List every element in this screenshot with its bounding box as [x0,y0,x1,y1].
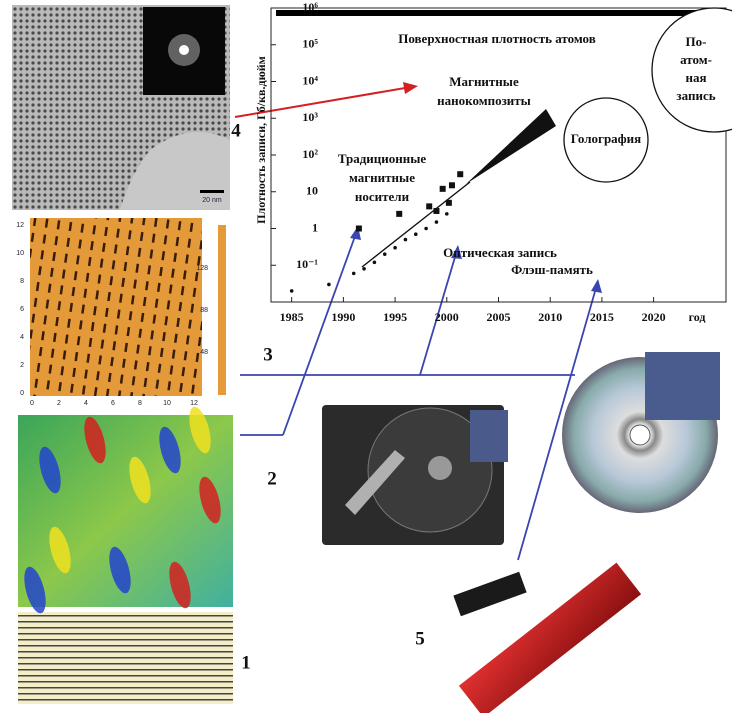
hdd-spindle [428,456,452,480]
point-dot [393,246,397,250]
afm-y-label: 8 [20,278,24,285]
y-tick-label: 1 [312,220,318,234]
y-tick-label: 10⁵ [302,37,318,51]
y-tick-label: 10⁴ [302,73,318,87]
afm-y-label: 10 [16,250,24,257]
annotation: нанокомпозиты [437,93,531,108]
point-square [449,182,455,188]
annotation: Оптическая запись [443,245,557,260]
point-dot [352,272,356,276]
point-square [433,208,439,214]
annotation: Магнитные [449,74,519,89]
annotation: носители [355,189,410,204]
stripe-pattern [18,612,233,704]
point-dot [404,238,408,242]
afm-y-label: 0 [20,390,24,397]
annotation: Флэш-память [511,262,593,277]
y-tick-label: 10⁻¹ [296,257,318,271]
point-square [446,200,452,206]
afm-colorbar-label: 88 [200,307,208,314]
panel-number: 3 [263,344,273,365]
point-dot [424,227,428,231]
afm-y-label: 6 [20,306,24,313]
afm-colorbar-label: 48 [200,349,208,356]
afm-y-label: 12 [16,222,24,229]
point-dot [362,267,366,271]
point-dot [445,212,449,216]
scale-bar [200,190,224,193]
annotation: Поверхностная плотность атомов [398,31,596,46]
point-dot [383,252,387,256]
x-tick-label: 1985 [280,310,304,324]
panel-number: 4 [231,120,241,141]
x-tick-label: 2015 [590,310,614,324]
x-tick-label: 2000 [435,310,459,324]
x-tick-label: 2005 [487,310,511,324]
y-axis-label: Плотность записи, Гб/кв.дюйм [254,56,268,224]
y-tick-label: 10³ [302,110,318,124]
afm-x-label: 12 [190,400,198,407]
afm-x-label: 10 [163,400,171,407]
annotation: Традиционные [338,151,427,166]
x-tick-label: 1990 [331,310,355,324]
page: {"chart_data": {"type": "scatter", "ylab… [0,0,732,713]
x-tick-label: 2010 [538,310,562,324]
afm-x-label: 2 [57,400,61,407]
scale-bar-label: 20 nm [202,197,222,204]
y-tick-label: 10⁶ [302,0,318,14]
panel-number: 1 [241,652,251,673]
connector [283,228,358,435]
annotation: Голография [571,131,641,146]
chip [453,572,526,617]
annotation: ная [685,70,706,85]
point-square [396,211,402,217]
annotation: запись [676,88,715,103]
point-dot [327,283,331,287]
red-arrowhead [403,82,418,94]
cd-inset [645,352,720,420]
arrowhead [591,279,602,293]
panel-number: 5 [415,628,425,649]
point-square [356,226,362,232]
hdd-inset [470,410,508,462]
y-tick-label: 10 [306,184,318,198]
afm-x-label: 6 [111,400,115,407]
x-tick-label: 2020 [642,310,666,324]
point-dot [290,289,294,293]
panel-number: 2 [267,468,277,489]
point-dot [435,220,439,224]
diffraction-spot [179,45,189,55]
y-tick-label: 10² [302,147,318,161]
point-square [426,203,432,209]
point-dot [414,232,418,236]
x-tick-label: 1995 [383,310,407,324]
afm-y-label: 2 [20,362,24,369]
afm-x-label: 4 [84,400,88,407]
afm-colorbar [218,225,226,395]
afm-x-label: 8 [138,400,142,407]
annotation: атом- [680,52,712,67]
afm-x-label: 0 [30,400,34,407]
trend-cone [466,109,556,184]
cd-hole [630,425,650,445]
afm-image [30,218,202,396]
point-dot [373,261,377,265]
afm-y-label: 4 [20,334,24,341]
point-square [457,171,463,177]
point-square [440,186,446,192]
atom-density-bar [276,10,716,16]
afm-colorbar-label: 128 [196,265,208,272]
annotation: По- [686,34,707,49]
annotation: магнитные [349,170,415,185]
figure: 20 nm Плотность записи, Гб/кв.дюйм год 1… [0,0,732,713]
x-axis-label: год [689,310,706,324]
